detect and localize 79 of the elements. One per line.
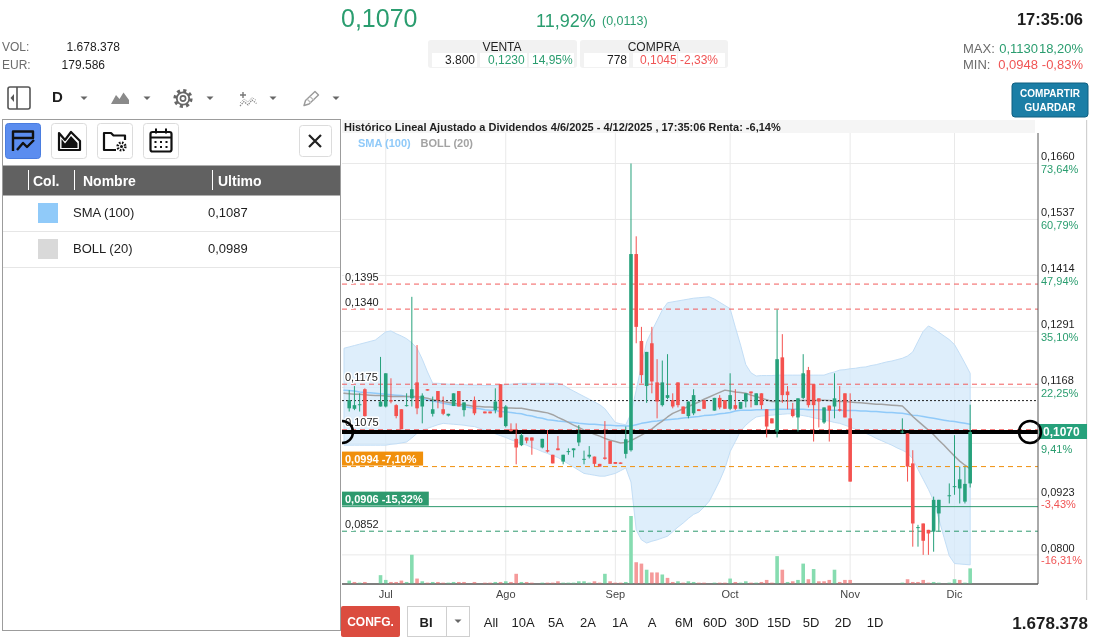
y-tick-label: 0,1414 [1041, 262, 1075, 275]
text: VENTA [482, 40, 522, 54]
text: 2D [834, 615, 852, 630]
text: -3,43% [1041, 498, 1077, 511]
text: SMA (100) [73, 205, 135, 220]
text: 3.800 [444, 53, 476, 67]
text: 11,92% [536, 11, 596, 31]
text: 0,1070 [1043, 425, 1081, 439]
text: 30D [735, 615, 759, 630]
text: 1A [612, 615, 629, 630]
text: COMPRA [627, 40, 681, 54]
text: 35,10% [1041, 330, 1079, 343]
text: 0,0948 [998, 57, 1038, 72]
text: D [52, 88, 63, 105]
y-tick-label: 0,0923 [1041, 485, 1075, 498]
text: -16,31% [1041, 554, 1083, 567]
text: GUARDAR [1024, 102, 1077, 113]
text: 179.586 [61, 58, 106, 72]
text: 73,64% [1041, 162, 1079, 175]
text: EUR: [2, 58, 31, 72]
text: 0,1045 [640, 53, 678, 67]
text: 60D [703, 615, 727, 630]
ref-line-label: 0,1175 [345, 370, 378, 383]
text: Col. [33, 173, 60, 189]
ref-line-label: 0,1340 [345, 295, 379, 308]
y-tick-label: 0,0800 [1041, 541, 1075, 554]
ref-line-label: 0,0906 -15,32% [345, 492, 423, 505]
text: 1.678.378 [1012, 614, 1088, 633]
text: 0,1070 [341, 4, 418, 32]
x-tick-label: Ago [495, 588, 516, 600]
text: 60,79% [1041, 218, 1079, 231]
x-tick-label: Nov [840, 588, 861, 600]
ref-line-label: 0,0994 -7,10% [345, 452, 417, 465]
text: MIN: [963, 57, 991, 72]
text: 15D [767, 615, 791, 630]
text: 778 [606, 53, 628, 67]
text: (0,0113) [602, 14, 648, 28]
text: 0,1087 [208, 205, 248, 220]
text: 14,95% [532, 53, 574, 67]
text: A [647, 615, 657, 630]
text: CONFG. [347, 615, 394, 629]
text: BOLL (20) [73, 241, 133, 256]
text: 0,1130 [999, 41, 1038, 56]
text: 5D [802, 615, 820, 630]
text: 2A [580, 615, 597, 630]
x-tick-label: Jul [378, 588, 393, 600]
text: BOLL (20) [420, 137, 474, 149]
text: 47,94% [1041, 274, 1079, 287]
text: 22,25% [1041, 386, 1079, 399]
text: SMA (100) [358, 137, 412, 149]
x-tick-label: Dic [946, 588, 963, 600]
text: MAX: [963, 41, 995, 56]
text: 1D [866, 615, 884, 630]
text: 1.678.378 [66, 40, 121, 54]
ref-line-label: 0,0852 [345, 517, 379, 530]
y-tick-label: 0,1168 [1041, 374, 1074, 387]
x-tick-label: Sep [605, 588, 626, 600]
text: 5A [548, 615, 565, 630]
text: -0,83% [1041, 57, 1084, 72]
y-tick-label: 0,1291 [1041, 318, 1075, 331]
text: 6M [674, 615, 694, 630]
text: Ultimo [218, 173, 262, 189]
text: 18,20% [1038, 41, 1084, 56]
y-tick-label: 0,1537 [1041, 206, 1075, 219]
text: Nombre [83, 173, 137, 189]
text: VOL: [2, 40, 30, 54]
x-tick-label: Oct [721, 588, 739, 600]
text: 0,0989 [208, 241, 248, 256]
text: 17:35:06 [1016, 10, 1083, 28]
text: 10A [511, 615, 535, 630]
text: COMPARTIR [1020, 88, 1081, 99]
text: 0,1230 [488, 53, 526, 67]
chart-title: Histórico Lineal Ajustado a Dividendos 4/6/2025 - 4/12/2025 , 17:35:06 Renta: -6,14% [344, 120, 781, 133]
text: All [483, 615, 499, 630]
text: BI [419, 615, 433, 630]
y-tick-label: 0,1660 [1041, 150, 1075, 163]
ref-line-label: 0,1395 [345, 270, 379, 283]
text: 9,41% [1041, 442, 1073, 455]
text: -2,33% [680, 53, 719, 67]
